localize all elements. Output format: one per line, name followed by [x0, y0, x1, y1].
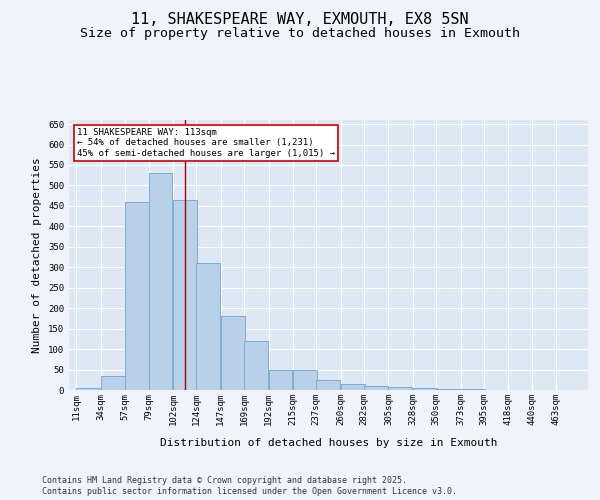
- Bar: [244, 341, 268, 390]
- Text: Distribution of detached houses by size in Exmouth: Distribution of detached houses by size …: [160, 438, 497, 448]
- Text: 11 SHAKESPEARE WAY: 113sqm
← 54% of detached houses are smaller (1,231)
45% of s: 11 SHAKESPEARE WAY: 113sqm ← 54% of deta…: [77, 128, 335, 158]
- Bar: [341, 384, 365, 390]
- Bar: [101, 376, 125, 390]
- Bar: [388, 387, 412, 390]
- Text: Contains public sector information licensed under the Open Government Licence v3: Contains public sector information licen…: [42, 487, 457, 496]
- Bar: [76, 388, 100, 390]
- Bar: [316, 380, 340, 390]
- Bar: [436, 389, 460, 390]
- Text: Contains HM Land Registry data © Crown copyright and database right 2025.: Contains HM Land Registry data © Crown c…: [42, 476, 407, 485]
- Text: 11, SHAKESPEARE WAY, EXMOUTH, EX8 5SN: 11, SHAKESPEARE WAY, EXMOUTH, EX8 5SN: [131, 12, 469, 28]
- Y-axis label: Number of detached properties: Number of detached properties: [32, 157, 43, 353]
- Bar: [221, 316, 245, 390]
- Bar: [364, 386, 388, 390]
- Bar: [173, 200, 197, 390]
- Bar: [269, 370, 292, 390]
- Bar: [413, 388, 437, 390]
- Text: Size of property relative to detached houses in Exmouth: Size of property relative to detached ho…: [80, 28, 520, 40]
- Bar: [149, 173, 172, 390]
- Bar: [461, 389, 485, 390]
- Bar: [125, 202, 149, 390]
- Bar: [196, 263, 220, 390]
- Bar: [293, 370, 317, 390]
